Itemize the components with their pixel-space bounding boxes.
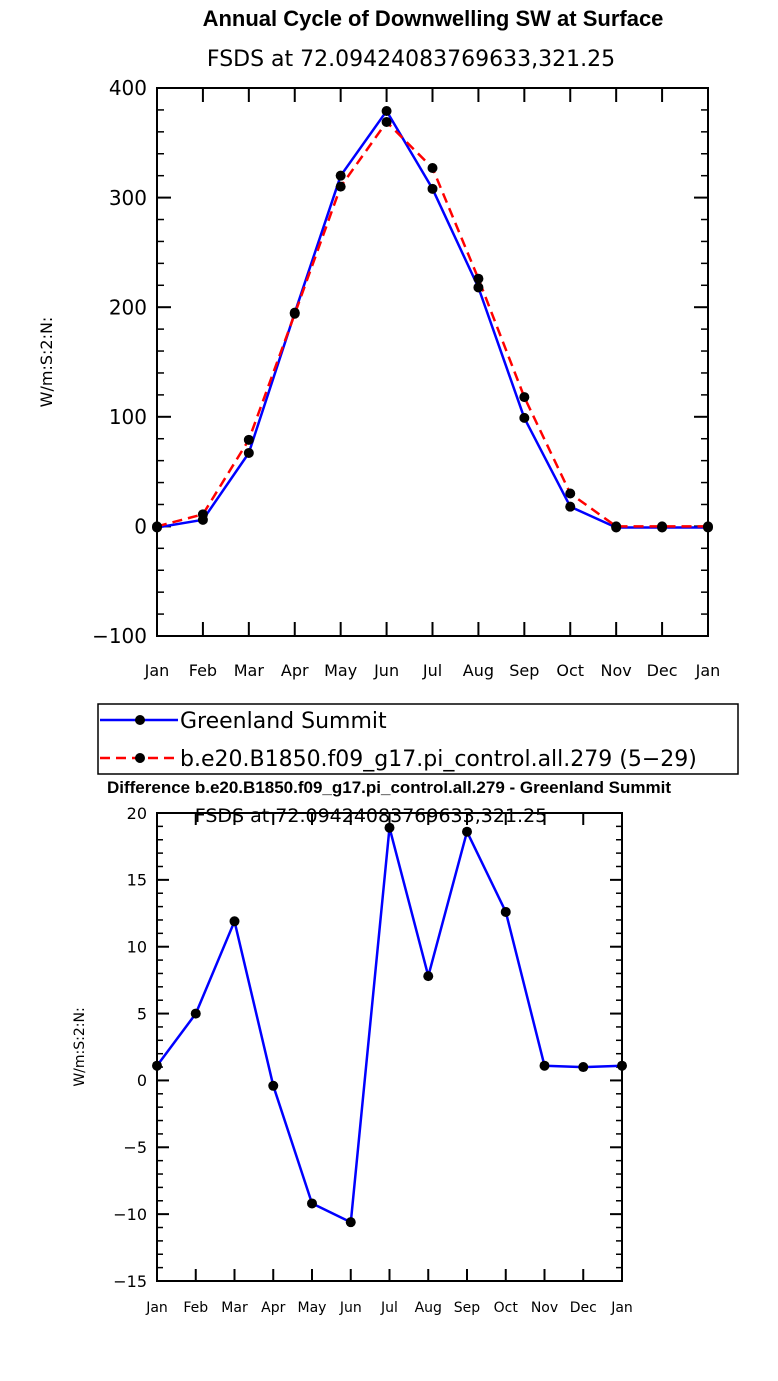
data-point (197, 509, 208, 520)
data-point (243, 434, 254, 445)
x-tick-label: Mar (234, 661, 265, 680)
x-tick-label: Jan (145, 1300, 168, 1316)
data-point (335, 181, 346, 192)
data-point (384, 822, 395, 833)
y-tick-label: −5 (123, 1138, 147, 1157)
x-tick-label: Nov (531, 1300, 558, 1316)
x-tick-label: Aug (415, 1300, 442, 1316)
x-tick-label: Oct (494, 1300, 519, 1316)
data-point (307, 1198, 317, 1209)
legend: Greenland Summit b.e20.B1850.f09_g17.pi_c… (97, 703, 739, 775)
x-tick-label: May (324, 661, 357, 680)
chart-2: Difference b.e20.B1850.f09_g17.pi_contro… (72, 778, 671, 1316)
data-point (423, 971, 434, 982)
data-point (565, 501, 576, 512)
y-tick-label: 20 (127, 804, 147, 823)
x-tick-label: Apr (281, 661, 309, 680)
legend-label: b.e20.B1850.f09_g17.pi_control.all.279 (… (180, 747, 697, 772)
x-tick-label: Apr (261, 1300, 285, 1316)
y-tick-label: 200 (109, 295, 147, 319)
data-point (190, 1008, 201, 1019)
x-tick-label: Dec (570, 1300, 597, 1316)
data-point (381, 106, 392, 117)
x-tick-label: Jan (144, 661, 170, 680)
legend-label: Greenland Summit (180, 709, 387, 734)
y-tick-label: −10 (113, 1205, 147, 1224)
x-tick-label: Dec (647, 661, 678, 680)
chart-title: Difference b.e20.B1850.f09_g17.pi_contro… (107, 778, 671, 797)
x-tick-label: Jan (610, 1300, 633, 1316)
y-tick-label: −100 (92, 624, 147, 648)
data-point (381, 116, 392, 127)
data-point (345, 1217, 356, 1228)
x-tick-label: Jul (380, 1300, 398, 1316)
y-tick-label: 100 (109, 405, 147, 429)
x-tick-label: Jan (695, 661, 721, 680)
y-tick-label: 400 (109, 76, 147, 100)
data-point (229, 916, 240, 927)
data-point (243, 447, 254, 458)
data-point (519, 412, 530, 423)
data-point (152, 1060, 162, 1071)
data-point (427, 183, 438, 194)
data-point (268, 1080, 279, 1091)
x-tick-label: Oct (556, 661, 584, 680)
legend-box (97, 703, 739, 775)
y-tick-label: 300 (109, 186, 147, 210)
y-tick-label: 0 (137, 1071, 147, 1090)
data-point (500, 906, 511, 917)
data-point (578, 1062, 589, 1073)
x-tick-label: Aug (463, 661, 494, 680)
y-tick-label: 15 (127, 871, 147, 890)
data-point (473, 282, 484, 293)
x-tick-label: Nov (601, 661, 632, 680)
data-point (462, 826, 472, 837)
x-tick-label: Feb (183, 1300, 208, 1316)
data-point (703, 521, 713, 532)
y-tick-label: 0 (134, 515, 147, 539)
y-tick-label: 10 (127, 937, 147, 956)
data-point (427, 163, 438, 174)
x-tick-label: Jul (422, 661, 442, 680)
x-tick-label: Jun (339, 1300, 362, 1316)
legend-marker (135, 715, 145, 725)
data-point (611, 521, 622, 532)
x-tick-label: Mar (221, 1300, 248, 1316)
chart-1: Annual Cycle of Downwelling SW at Surfac… (37, 6, 739, 775)
data-point (335, 170, 346, 181)
data-point (152, 521, 162, 532)
x-tick-label: Jun (373, 661, 399, 680)
chart-subtitle: FSDS at 72.09424083769633,321.25 (195, 805, 548, 827)
chart-title: Annual Cycle of Downwelling SW at Surfac… (203, 6, 664, 31)
y-axis-label: W/m:S:2:N: (72, 1007, 88, 1086)
data-point (473, 273, 484, 284)
data-point (539, 1060, 550, 1071)
y-tick-label: −15 (113, 1272, 147, 1291)
x-tick-label: Sep (509, 661, 539, 680)
chart-subtitle: FSDS at 72.09424083769633,321.25 (207, 47, 615, 72)
plot-frame (156, 812, 623, 1282)
y-axis-label: W/m:S:2:N: (37, 317, 56, 408)
x-tick-label: Sep (454, 1300, 481, 1316)
series-line-1 (155, 826, 623, 1224)
data-point (565, 488, 576, 499)
series-line-1 (156, 109, 708, 529)
x-tick-label: Feb (189, 661, 217, 680)
y-tick-label: 5 (137, 1004, 147, 1023)
x-tick-label: May (298, 1300, 327, 1316)
data-point (519, 392, 530, 403)
legend-marker (135, 753, 145, 763)
data-point (617, 1060, 627, 1071)
data-point (289, 308, 300, 319)
data-point (657, 521, 668, 532)
